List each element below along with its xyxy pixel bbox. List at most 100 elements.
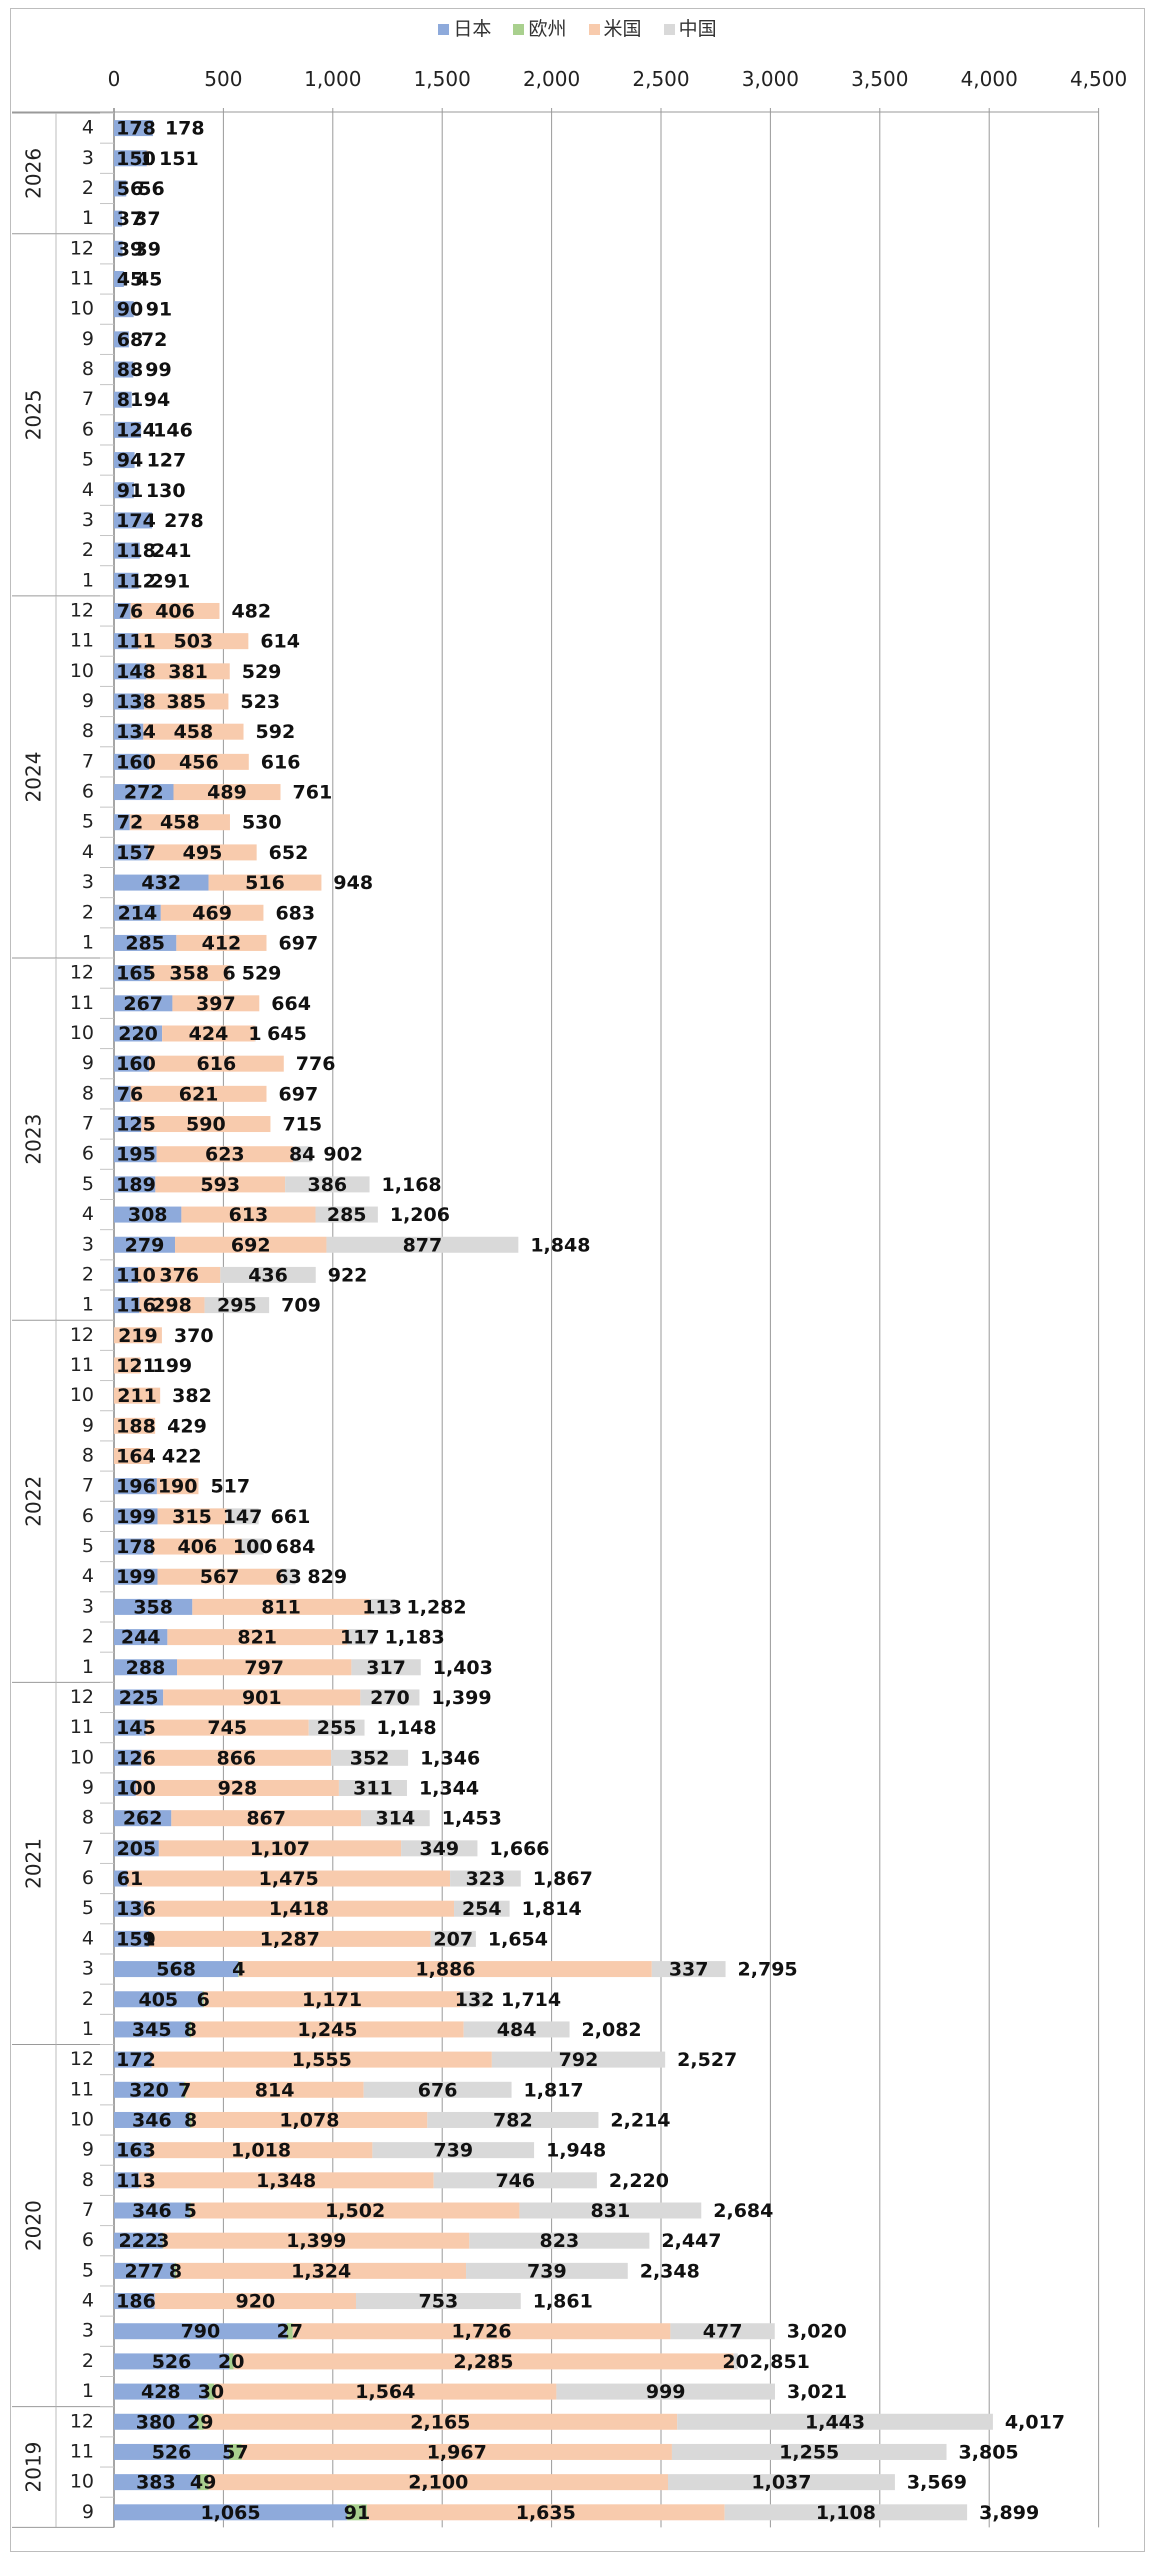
- data-label-europe: 20: [218, 2351, 244, 2373]
- bar-segment-japan: [114, 240, 123, 257]
- total-label: 3,569: [907, 2472, 967, 2494]
- bar-segment-us: [114, 1417, 156, 1434]
- data-label-japan: 134: [116, 721, 156, 743]
- bar-segment-us: [138, 1266, 221, 1283]
- bar-segment-japan: [114, 1055, 150, 1072]
- total-label: 94: [144, 389, 170, 411]
- bar-segment-us: [114, 1448, 150, 1465]
- legend-item-china: 中国: [663, 14, 717, 41]
- x-tick-label: 1,000: [304, 67, 361, 91]
- data-label-japan: 148: [116, 661, 156, 683]
- total-label: 91: [146, 299, 172, 321]
- bar-segment-us: [214, 2383, 557, 2400]
- bar-segment-china: [347, 1629, 373, 1646]
- total-label: 2,795: [738, 1959, 798, 1981]
- bar-segment-us: [130, 1085, 267, 1102]
- month-label: 10: [70, 2471, 94, 2493]
- total-label: 72: [141, 329, 167, 351]
- bar-segment-japan: [114, 1991, 203, 2008]
- bar-segment-europe: [347, 2504, 367, 2521]
- total-label: 1,399: [431, 1687, 491, 1709]
- bar-segment-japan: [114, 723, 144, 740]
- data-label-japan: 405: [138, 1989, 178, 2011]
- data-label-japan: 165: [116, 963, 156, 985]
- bar-segment-japan: [114, 120, 153, 137]
- total-label: 1,453: [442, 1808, 502, 1830]
- bar-segment-japan: [114, 2081, 185, 2098]
- bar-segment-europe: [174, 2262, 177, 2279]
- month-label: 5: [82, 1535, 94, 1557]
- bar-segment-japan: [114, 814, 130, 831]
- bar-segment-china: [463, 2021, 570, 2038]
- bar-segment-us: [130, 602, 220, 619]
- data-label-china: 337: [669, 1959, 709, 1981]
- data-label-japan: 126: [116, 1747, 156, 1769]
- data-label-china: 117: [340, 1627, 380, 1649]
- month-label: 4: [82, 479, 94, 501]
- bar-segment-japan: [114, 753, 150, 770]
- month-label: 4: [82, 1927, 94, 1949]
- bar-segment-japan: [114, 1930, 149, 1947]
- bar-segment-us: [366, 2504, 725, 2521]
- bar-segment-us: [149, 1055, 284, 1072]
- bar-segment-china: [469, 2232, 650, 2249]
- data-label-japan: 81: [117, 389, 143, 411]
- data-label-china: 386: [307, 1174, 347, 1196]
- bar-segment-japan: [114, 1568, 158, 1585]
- data-label-japan: 244: [121, 1627, 161, 1649]
- total-label: 2,447: [661, 2230, 721, 2252]
- data-label-japan: 428: [141, 2381, 181, 2403]
- data-label-europe: 7: [178, 2079, 191, 2101]
- bar-segment-japan: [114, 331, 129, 348]
- data-label-us: 623: [205, 1144, 245, 1166]
- data-label-us: 376: [159, 1264, 199, 1286]
- data-label-japan: 225: [119, 1687, 159, 1709]
- bar-segment-japan: [114, 270, 124, 287]
- data-label-japan: 195: [116, 1144, 156, 1166]
- data-label-us: 164: [116, 1446, 156, 1468]
- data-label-japan: 136: [116, 1898, 156, 1920]
- total-label: 1,282: [407, 1596, 467, 1618]
- data-label-japan: 160: [116, 751, 156, 773]
- total-label: 683: [275, 902, 315, 924]
- x-tick-label: 3,500: [851, 67, 908, 91]
- bar-segment-us: [163, 1689, 361, 1706]
- data-label-us: 590: [186, 1114, 226, 1136]
- bar-segment-us: [149, 1930, 431, 1947]
- month-label: 12: [70, 237, 94, 259]
- month-label: 12: [70, 962, 94, 984]
- total-label: 291: [151, 570, 191, 592]
- bar-segment-us: [154, 2293, 356, 2310]
- bar-segment-us: [148, 844, 257, 861]
- data-label-china: 352: [350, 1747, 390, 1769]
- data-label-china: 132: [455, 1989, 495, 2011]
- data-label-japan: 94: [117, 450, 143, 472]
- data-label-japan: 163: [116, 2140, 156, 2162]
- bar-segment-japan: [114, 1508, 158, 1525]
- total-label: 709: [281, 1295, 321, 1317]
- bar-segment-us: [144, 693, 229, 710]
- bar-segment-us: [241, 2443, 672, 2460]
- data-label-china: 84: [289, 1144, 315, 1166]
- data-label-us: 814: [255, 2079, 295, 2101]
- total-label: 2,082: [582, 2019, 642, 2041]
- data-label-us: 593: [200, 1174, 240, 1196]
- total-label: 529: [242, 963, 282, 985]
- bar-segment-china: [363, 2081, 512, 2098]
- bar-segment-japan: [114, 1206, 182, 1223]
- data-label-japan: 262: [123, 1808, 163, 1830]
- month-label: 1: [82, 2018, 94, 2040]
- data-label-europe: 8: [184, 2109, 197, 2131]
- total-label: 697: [279, 1083, 319, 1105]
- total-label: 178: [165, 118, 205, 140]
- month-label: 1: [82, 207, 94, 229]
- data-label-us: 2,285: [453, 2351, 513, 2373]
- month-label: 11: [70, 2440, 94, 2462]
- month-label: 11: [70, 630, 94, 652]
- total-label: 517: [210, 1476, 250, 1498]
- data-label-us: 211: [117, 1385, 157, 1407]
- month-label: 4: [82, 1203, 94, 1225]
- x-tick-label: 4,500: [1070, 67, 1127, 91]
- total-label: 2,851: [750, 2351, 810, 2373]
- bar-segment-china: [361, 1810, 430, 1827]
